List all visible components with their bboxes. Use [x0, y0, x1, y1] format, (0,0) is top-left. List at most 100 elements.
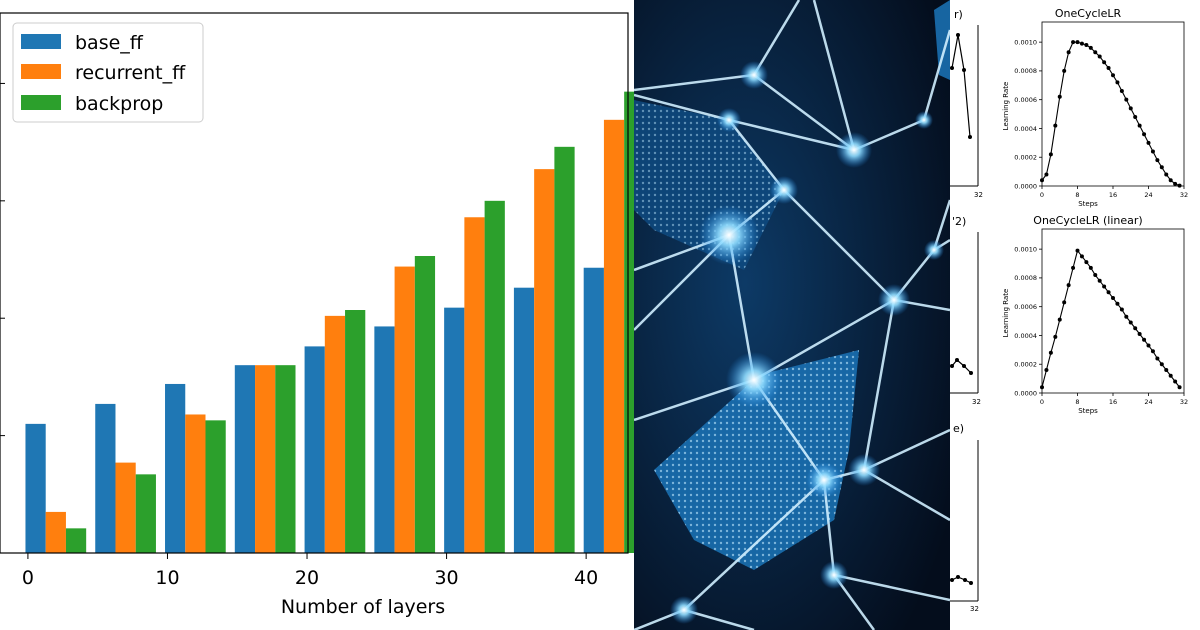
bar-backprop-7: [135, 474, 156, 553]
bar-recurrent-ff-37: [534, 169, 555, 553]
bar-marks: [25, 91, 634, 554]
x-tick-label: 30: [434, 567, 458, 589]
lr1-point: [1093, 50, 1098, 55]
lr1-y-tick-label: 0.0000: [1014, 182, 1037, 190]
bar-recurrent-ff-42: [603, 119, 625, 554]
lr2-y-tick-label: 0.0004: [1014, 332, 1037, 340]
lr2-point: [1146, 343, 1151, 348]
lr1-point: [1048, 152, 1053, 157]
lr2-point: [1057, 317, 1062, 322]
lr1-xlabel: Steps: [1078, 200, 1098, 208]
onecyclelr-linear-plot: OneCycleLR (linear) Steps Learning Rate …: [1002, 214, 1188, 415]
legend: base_ff recurrent_ff backprop: [12, 22, 204, 123]
bar-backprop-27: [414, 256, 436, 553]
bar-base-ff-17: [234, 365, 256, 553]
x-ticks: 0 10 20 30 40: [22, 553, 598, 589]
lr1-x-tick-label: 0: [1040, 191, 1044, 199]
lr2-y-tick-label: 0.0006: [1014, 303, 1037, 311]
lr1-point: [1071, 40, 1076, 45]
lr1-frame: [1041, 21, 1185, 187]
lr2-point: [1066, 283, 1071, 288]
bar-recurrent-ff-12: [185, 414, 206, 553]
lr2-point: [1133, 326, 1138, 331]
lr1-x-tick-label: 24: [1144, 191, 1152, 199]
lr1-point: [1062, 68, 1067, 73]
bar-base-ff-12: [165, 383, 186, 553]
lr1-x-tick-label: 8: [1075, 191, 1079, 199]
lr1-point: [1075, 40, 1080, 45]
lr2-point: [1062, 300, 1067, 305]
lr1-point: [1164, 172, 1169, 177]
lr2-title: OneCycleLR (linear): [1033, 214, 1142, 227]
cropped-plots: r) 32 '2) 32 e) 32: [950, 8, 983, 613]
lr2-y-tick-label: 0.0010: [1014, 245, 1037, 253]
legend-swatch-recurrent-ff: [21, 64, 61, 79]
cropped-points-1: [950, 33, 972, 139]
bar-recurrent-ff-17: [255, 365, 276, 553]
lr2-point: [1111, 296, 1115, 301]
lr1-point: [1040, 178, 1044, 183]
x-tick-label: 0: [22, 567, 34, 589]
bar-backprop-32: [484, 200, 505, 553]
legend-label-recurrent-ff: recurrent_ff: [75, 62, 186, 84]
bar-backprop-2: [65, 528, 87, 553]
bar-backprop-17: [275, 365, 296, 553]
lr1-point: [1177, 183, 1182, 188]
lr1-point: [1111, 73, 1115, 78]
onecyclelr-plot: OneCycleLR Steps Learning Rate 0.0000 0.0…: [1002, 7, 1188, 208]
lr2-point: [1075, 248, 1080, 253]
bar-base-ff-7: [95, 403, 116, 553]
cropped-points-3: [950, 575, 973, 585]
lr2-point: [1097, 278, 1102, 283]
x-tick-label: 10: [155, 567, 179, 589]
lr2-point: [1102, 284, 1107, 289]
lr1-x-tick-label: 16: [1109, 191, 1117, 199]
lr2-point: [1164, 367, 1169, 372]
lr1-point: [1115, 80, 1120, 85]
lr1-point: [1124, 97, 1129, 102]
lr2-point: [1124, 314, 1129, 319]
lr1-point: [1106, 66, 1111, 71]
lr2-ylabel: Learning Rate: [1002, 289, 1010, 338]
lr2-point: [1093, 273, 1098, 278]
bar-backprop-37: [554, 146, 575, 553]
bar-base-ff-22: [304, 346, 325, 553]
lr1-point: [1102, 60, 1107, 65]
lr2-point: [1071, 265, 1076, 270]
lr1-point: [1044, 172, 1049, 177]
cropped-title-3: e): [953, 422, 964, 435]
lr1-point: [1168, 178, 1173, 183]
lr1-point: [1066, 50, 1071, 55]
lr1-point: [1119, 89, 1124, 94]
network-artwork-image: [634, 0, 950, 630]
lr2-point: [1150, 349, 1155, 354]
lr1-y-tick-label: 0.0010: [1014, 38, 1037, 46]
lr2-point: [1128, 320, 1133, 325]
lr-plots: OneCycleLR Steps Learning Rate 0.0000 0.0…: [1002, 7, 1188, 415]
crystal-bottom-center: [654, 350, 859, 570]
lr1-point: [1084, 43, 1089, 48]
bar-backprop-12: [205, 420, 226, 553]
lr2-point: [1053, 334, 1058, 339]
lr1-point: [1128, 106, 1133, 111]
lr1-y-tick-label: 0.0006: [1014, 96, 1037, 104]
lr1-title: OneCycleLR: [1055, 7, 1122, 20]
lr2-point: [1044, 367, 1049, 372]
lr2-xlabel: Steps: [1078, 407, 1098, 415]
lr1-ylabel: Learning Rate: [1002, 82, 1010, 131]
network-artwork: [634, 0, 950, 630]
legend-label-backprop: backprop: [75, 93, 163, 115]
lr1-point: [1150, 149, 1155, 154]
bar-backprop-22: [345, 310, 366, 553]
lr1-y-tick-label: 0.0002: [1014, 154, 1037, 162]
bar-recurrent-ff-2: [45, 511, 66, 553]
bar-recurrent-ff-32: [464, 217, 485, 553]
cropped-title-2: '2): [952, 215, 966, 228]
legend-label-base-ff: base_ff: [75, 32, 144, 54]
lr2-point: [1177, 385, 1182, 390]
bar-base-ff-2: [25, 423, 46, 553]
lr1-y-tick-label: 0.0008: [1014, 67, 1037, 75]
lr1-point: [1133, 114, 1138, 119]
lr2-point: [1142, 337, 1147, 342]
lr2-y-tick-label: 0.0002: [1014, 361, 1037, 369]
